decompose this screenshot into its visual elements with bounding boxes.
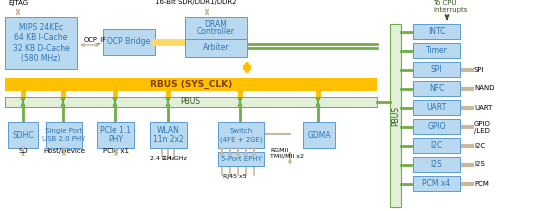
Bar [5,17,77,69]
Bar [390,24,401,207]
Text: Timer: Timer [426,46,447,55]
Text: INTC: INTC [428,27,445,36]
Text: OCP_IF: OCP_IF [84,36,107,43]
Text: /LED: /LED [474,127,490,134]
Bar [150,122,187,148]
Bar [413,62,460,77]
Text: GPIO: GPIO [427,122,446,131]
Text: NFC: NFC [429,84,444,93]
Text: DRAM: DRAM [204,20,227,29]
Text: GDMA: GDMA [307,130,331,139]
Text: 32 KB D-Cache: 32 KB D-Cache [13,44,69,53]
Bar [46,122,82,148]
Bar [218,152,264,166]
Text: UART: UART [474,104,492,111]
Text: I2C: I2C [474,142,485,149]
Text: To CPU: To CPU [433,0,456,6]
Text: PHY: PHY [108,135,123,144]
Text: I2C: I2C [431,141,442,150]
Bar [97,122,134,148]
Text: 2.4 GHz: 2.4 GHz [150,156,174,161]
Bar [303,122,335,148]
Text: OCP Bridge: OCP Bridge [108,38,151,46]
Bar [413,100,460,115]
Text: RBUS (SYS_CLK): RBUS (SYS_CLK) [150,80,232,89]
Bar [413,81,460,96]
Text: RGMII: RGMII [270,148,288,153]
Text: PCIe 1.1: PCIe 1.1 [100,126,131,135]
Bar [185,39,247,57]
Bar [5,97,377,107]
Text: 2.4 GHz: 2.4 GHz [162,156,186,161]
Text: SPI: SPI [431,65,442,74]
Text: SPI: SPI [474,66,484,73]
Text: 11n 2x2: 11n 2x2 [153,135,184,144]
Text: NAND: NAND [474,85,494,92]
Text: EJTAG: EJTAG [8,0,28,6]
Text: I2S: I2S [474,161,485,168]
Text: Controller: Controller [197,27,235,36]
Bar [413,176,460,191]
Text: PCIe x1: PCIe x1 [103,148,129,154]
Text: I2S: I2S [431,160,442,169]
Text: (4FE + 2GE): (4FE + 2GE) [220,136,263,143]
Bar [413,24,460,39]
Text: TMII/MII x2: TMII/MII x2 [270,154,304,159]
Text: 16-Bit SDR/DDR1/DDR2: 16-Bit SDR/DDR1/DDR2 [155,0,236,5]
Bar [218,122,264,148]
Text: UART: UART [426,103,447,112]
Text: PBUS: PBUS [391,106,400,126]
Text: SD: SD [18,148,28,154]
Bar [413,119,460,134]
Text: Switch: Switch [230,128,253,134]
Bar [185,17,247,39]
Text: RJ45 x5: RJ45 x5 [223,174,247,179]
Text: PBUS: PBUS [180,97,200,107]
Text: WLAN: WLAN [157,126,180,135]
Text: interrupts: interrupts [433,7,468,13]
Text: MIPS 24KEc: MIPS 24KEc [19,23,63,32]
Text: USB 2.0 PHY: USB 2.0 PHY [42,136,86,142]
Bar [413,157,460,172]
Text: PCM x4: PCM x4 [422,179,451,188]
Text: GPIO: GPIO [474,122,491,127]
Bar [5,78,377,91]
Bar [413,138,460,153]
Text: PCM: PCM [474,180,489,187]
Bar [103,29,155,55]
Bar [413,43,460,58]
Text: Arbiter: Arbiter [203,43,229,53]
Text: SDHC: SDHC [12,130,34,139]
Bar [8,122,38,148]
Text: 5-Port EPHY: 5-Port EPHY [221,156,262,162]
Text: Single Port: Single Port [45,128,83,134]
Text: Host/Device: Host/Device [43,148,85,154]
Text: (580 MHz): (580 MHz) [21,54,60,63]
Text: 64 KB I-Cache: 64 KB I-Cache [15,33,68,42]
